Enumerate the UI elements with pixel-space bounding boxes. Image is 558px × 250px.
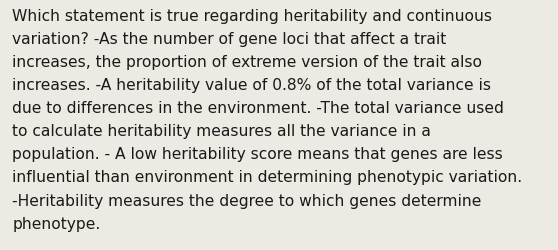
Text: due to differences in the environment. -The total variance used: due to differences in the environment. -… xyxy=(12,101,504,116)
Text: variation? -As the number of gene loci that affect a trait: variation? -As the number of gene loci t… xyxy=(12,32,446,47)
Text: population. - A low heritability score means that genes are less: population. - A low heritability score m… xyxy=(12,147,503,162)
Text: phenotype.: phenotype. xyxy=(12,216,100,231)
Text: increases. -A heritability value of 0.8% of the total variance is: increases. -A heritability value of 0.8%… xyxy=(12,78,491,93)
Text: Which statement is true regarding heritability and continuous: Which statement is true regarding herita… xyxy=(12,9,492,24)
Text: -Heritability measures the degree to which genes determine: -Heritability measures the degree to whi… xyxy=(12,193,482,208)
Text: to calculate heritability measures all the variance in a: to calculate heritability measures all t… xyxy=(12,124,431,139)
Text: increases, the proportion of extreme version of the trait also: increases, the proportion of extreme ver… xyxy=(12,55,482,70)
Text: influential than environment in determining phenotypic variation.: influential than environment in determin… xyxy=(12,170,522,185)
